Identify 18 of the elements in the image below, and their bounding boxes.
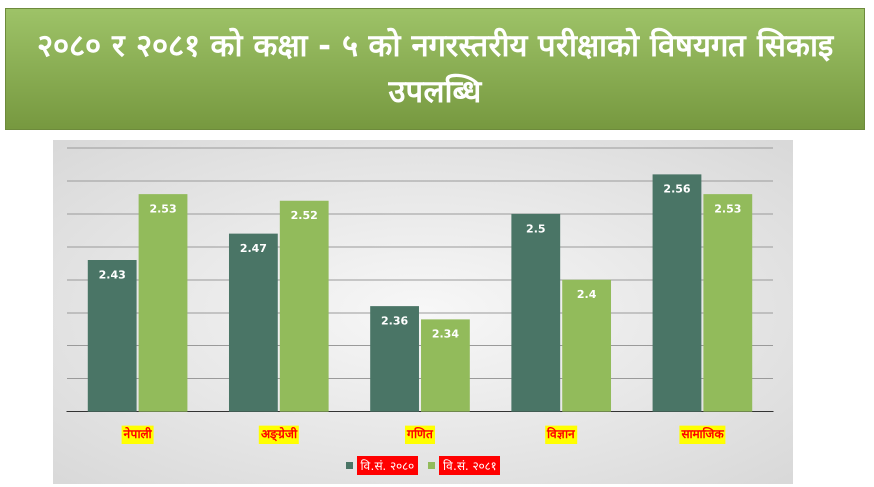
data-label: 2.47: [240, 242, 267, 256]
x-tick-label: गणित: [406, 427, 434, 442]
data-label: 2.53: [149, 202, 177, 216]
data-label: 2.53: [714, 202, 742, 216]
legend-label: वि.सं. २०८०: [356, 456, 418, 475]
data-label: 2.56: [663, 182, 691, 196]
x-tick-label: अङ्ग्रेजी: [260, 427, 298, 442]
data-label: 2.43: [98, 268, 126, 282]
x-tick-label: सामाजिक: [680, 427, 724, 442]
data-label: 2.34: [432, 328, 460, 341]
legend-label: वि.सं. २०८१: [439, 456, 500, 475]
chart-title: २०८० र २०८१ को कक्षा - ५ को नगरस्तरीय परीक्षाको विषयगत सिकाइ उपलब्धि: [5, 8, 865, 130]
data-label: 2.5: [526, 222, 546, 236]
x-tick-label: विज्ञान: [546, 427, 576, 442]
data-label: 2.52: [290, 209, 318, 222]
data-label: 2.4: [576, 288, 597, 302]
data-label: 2.36: [381, 314, 408, 328]
x-tick-label: नेपाली: [122, 427, 153, 442]
